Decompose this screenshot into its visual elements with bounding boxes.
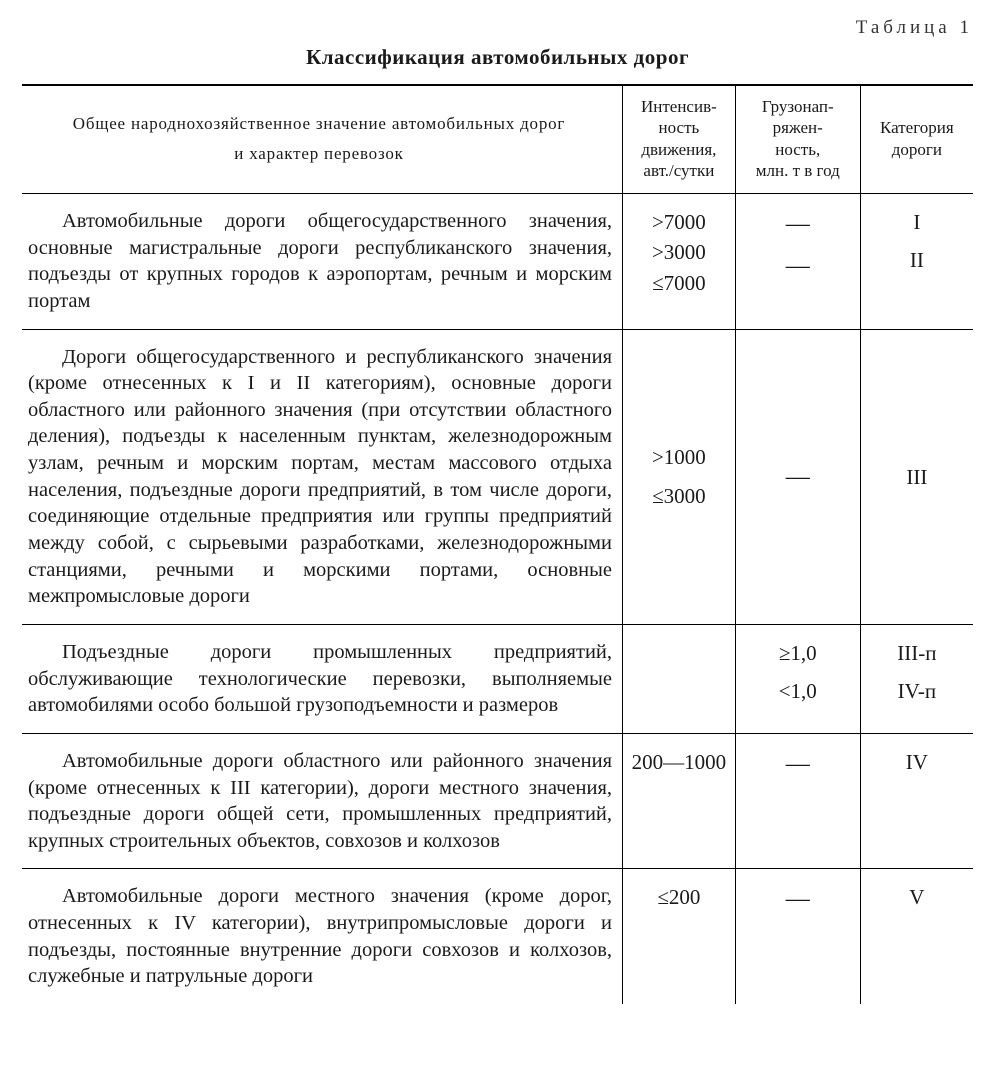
row-category: IV bbox=[860, 733, 973, 869]
row-load: — bbox=[735, 869, 860, 1004]
header-description: Общее народнохозяйственное значение авто… bbox=[22, 85, 623, 194]
row-category: III bbox=[860, 194, 973, 330]
row-category: III-пIV-п bbox=[860, 624, 973, 733]
table-title: Классификация автомобильных дорог bbox=[22, 44, 973, 70]
row-description: Дороги общегосударственного и республика… bbox=[22, 329, 623, 624]
row-description: Автомобильные дороги общегосударственног… bbox=[22, 194, 623, 330]
row-intensity: >7000>3000≤7000 bbox=[623, 194, 736, 330]
row-category: V bbox=[860, 869, 973, 1004]
row-load: —— bbox=[735, 194, 860, 330]
row-description: Подъездные дороги промышленных предприят… bbox=[22, 624, 623, 733]
table-row: Подъездные дороги промышленных предприят… bbox=[22, 624, 973, 733]
table-row: Дороги общегосударственного и республика… bbox=[22, 329, 973, 624]
header-intensity: Интенсив-ностьдвижения,авт./сутки bbox=[623, 85, 736, 194]
row-load: — bbox=[735, 733, 860, 869]
row-load: — bbox=[735, 329, 860, 624]
header-desc-line1: Общее народнохозяйственное значение авто… bbox=[22, 113, 616, 134]
row-intensity: >1000≤3000 bbox=[623, 329, 736, 624]
row-description: Автомобильные дороги областного или райо… bbox=[22, 733, 623, 869]
table-row: Автомобильные дороги областного или райо… bbox=[22, 733, 973, 869]
classification-table: Общее народнохозяйственное значение авто… bbox=[22, 84, 973, 1004]
table-row: Автомобильные дороги местного значения (… bbox=[22, 869, 973, 1004]
header-category: Категориядороги bbox=[860, 85, 973, 194]
table-number-label: Таблица 1 bbox=[22, 16, 973, 40]
row-category: III bbox=[860, 329, 973, 624]
row-description: Автомобильные дороги местного значения (… bbox=[22, 869, 623, 1004]
row-intensity: 200—1000 bbox=[623, 733, 736, 869]
row-intensity bbox=[623, 624, 736, 733]
header-load: Грузонап-ряжен-ность,млн. т в год bbox=[735, 85, 860, 194]
table-row: Автомобильные дороги общегосударственног… bbox=[22, 194, 973, 330]
row-load: ≥1,0<1,0 bbox=[735, 624, 860, 733]
header-desc-line2: и характер перевозок bbox=[22, 143, 616, 164]
table-header-row: Общее народнохозяйственное значение авто… bbox=[22, 85, 973, 194]
row-intensity: ≤200 bbox=[623, 869, 736, 1004]
